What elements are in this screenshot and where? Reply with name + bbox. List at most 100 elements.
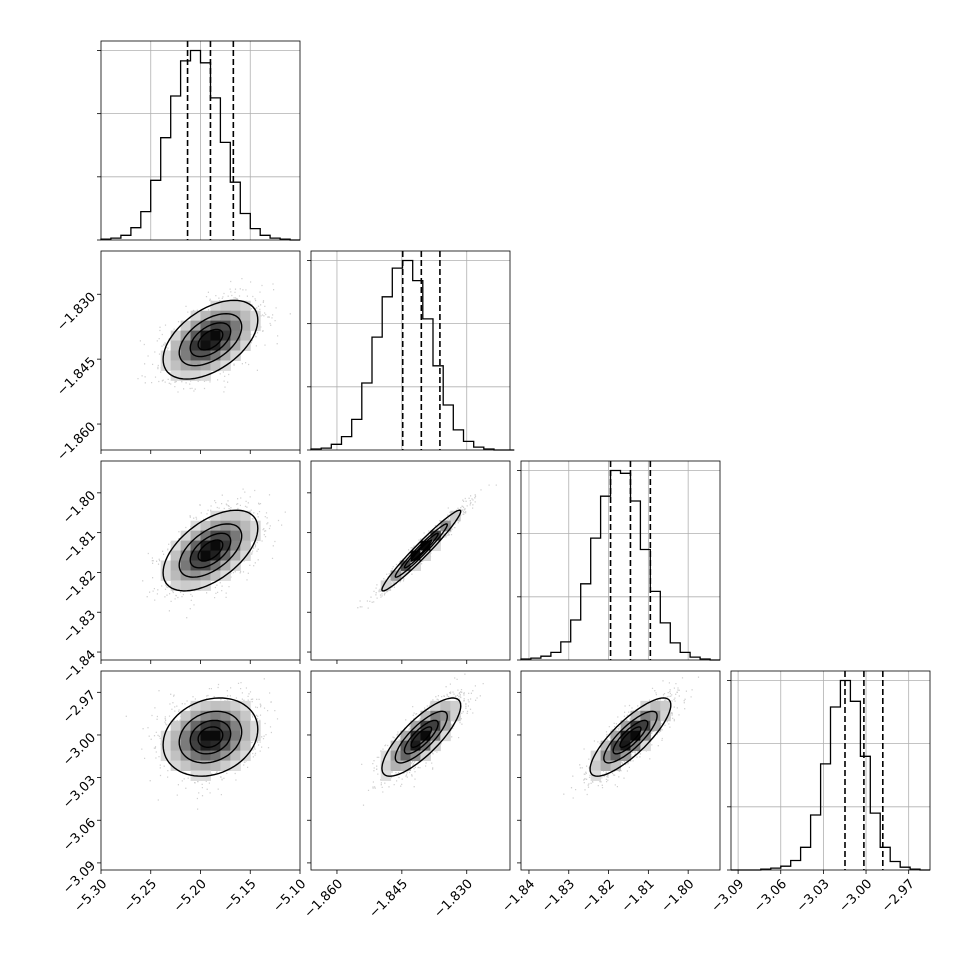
panel-content	[357, 484, 497, 609]
panel-content	[125, 678, 279, 810]
density-cell	[230, 710, 241, 722]
density-cell	[400, 730, 411, 742]
density-cell	[170, 330, 182, 342]
density-cell	[420, 750, 431, 762]
density-cell	[250, 730, 261, 742]
density-cell	[180, 350, 192, 361]
density-cell	[160, 350, 172, 361]
density-cell	[200, 530, 211, 542]
density-cell	[170, 580, 182, 591]
density-cell	[240, 300, 251, 312]
density-cell	[180, 530, 192, 542]
density-cell	[220, 730, 231, 742]
density-cell	[210, 350, 221, 361]
density-cell	[610, 740, 621, 752]
density-cell	[180, 360, 192, 371]
density-cell	[200, 320, 211, 332]
density-cell	[220, 300, 231, 312]
density-cell	[640, 700, 651, 712]
density-cell	[230, 550, 241, 561]
panel-content	[142, 488, 286, 619]
density-cell	[610, 760, 621, 771]
density-cell	[230, 560, 241, 571]
density-cell	[200, 360, 211, 371]
density-cell	[210, 700, 221, 712]
density-cell	[600, 760, 612, 771]
density-cell	[170, 370, 182, 381]
y-tick-label: −1.845	[54, 355, 99, 400]
density-cell	[240, 710, 251, 722]
y-tick-label: −1.84	[60, 647, 99, 686]
x-tick-label: −3.09	[709, 877, 748, 916]
density-cell	[650, 700, 661, 712]
density-cell	[200, 750, 211, 762]
contour-line	[197, 726, 224, 748]
y-tick-label: −3.00	[60, 730, 99, 769]
density-cell	[240, 530, 251, 542]
density-cell	[230, 740, 241, 752]
density-cell	[230, 330, 241, 342]
density-cell	[180, 370, 192, 381]
y-tick-label: −3.03	[60, 773, 99, 812]
density-cell	[170, 340, 182, 351]
density-cell	[170, 560, 182, 571]
density-cell	[210, 320, 221, 332]
panel-2-1	[307, 460, 511, 664]
panel-3-2	[517, 670, 721, 874]
density-cell	[250, 310, 261, 322]
panel-frame	[310, 460, 511, 661]
density-cell	[220, 310, 231, 322]
density-cell	[240, 730, 251, 742]
density-cell	[200, 760, 211, 771]
density-cell	[190, 710, 201, 722]
panel-2-0	[97, 460, 301, 664]
density-cell	[170, 720, 182, 732]
density-cell	[210, 730, 221, 742]
hist-frame	[730, 670, 931, 871]
x-tick-label: −1.81	[619, 877, 658, 916]
hist-frame	[100, 40, 301, 241]
density-cell	[630, 710, 641, 722]
y-tick-label: −1.830	[54, 290, 99, 335]
panel-1-0	[97, 250, 301, 454]
density-cell	[190, 550, 201, 561]
hist-frame	[520, 460, 721, 661]
x-tick-label: −5.20	[171, 877, 210, 916]
density-cell	[210, 540, 221, 552]
density-cell	[440, 700, 451, 712]
density-cell	[190, 530, 201, 542]
density-cell	[160, 560, 172, 571]
x-tick-label: −1.80	[659, 877, 698, 916]
density-cell	[170, 730, 182, 742]
y-tick-label: −2.97	[60, 688, 99, 727]
density-cell	[190, 750, 201, 762]
density-cell	[170, 360, 182, 371]
x-tick-label: −5.25	[121, 877, 160, 916]
density-cell	[190, 760, 201, 771]
density-cell	[220, 510, 231, 522]
density-cell	[220, 350, 231, 361]
density-cell	[420, 720, 431, 732]
density-cell	[190, 340, 201, 351]
density-cell	[170, 570, 182, 581]
density-cell	[440, 710, 451, 722]
contour-line	[162, 509, 259, 592]
density-cell	[390, 740, 402, 752]
density-cell	[600, 740, 612, 752]
density-cell	[660, 700, 671, 712]
density-cell	[190, 540, 201, 552]
density-cell	[220, 520, 231, 532]
contour-line	[410, 539, 433, 562]
density-cell	[230, 300, 241, 312]
density-cell	[220, 710, 231, 722]
y-tick-label: −1.81	[60, 528, 99, 567]
density-cell	[440, 520, 451, 532]
density-cell	[200, 520, 211, 532]
y-tick-label: −1.80	[60, 488, 99, 527]
contour-line	[197, 539, 224, 562]
density-cell	[240, 720, 251, 732]
density-cell	[180, 560, 192, 571]
density-cell	[200, 720, 211, 732]
density-cell	[220, 560, 231, 571]
